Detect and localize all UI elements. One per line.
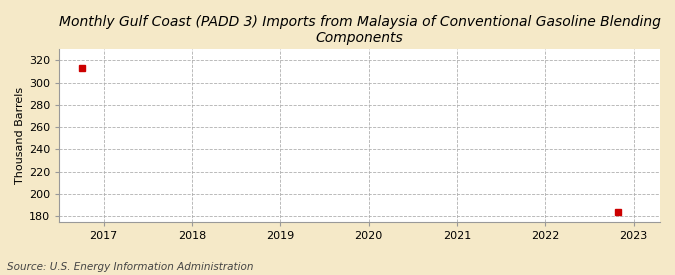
Text: Source: U.S. Energy Information Administration: Source: U.S. Energy Information Administ… (7, 262, 253, 272)
Y-axis label: Thousand Barrels: Thousand Barrels (15, 87, 25, 184)
Title: Monthly Gulf Coast (PADD 3) Imports from Malaysia of Conventional Gasoline Blend: Monthly Gulf Coast (PADD 3) Imports from… (59, 15, 661, 45)
